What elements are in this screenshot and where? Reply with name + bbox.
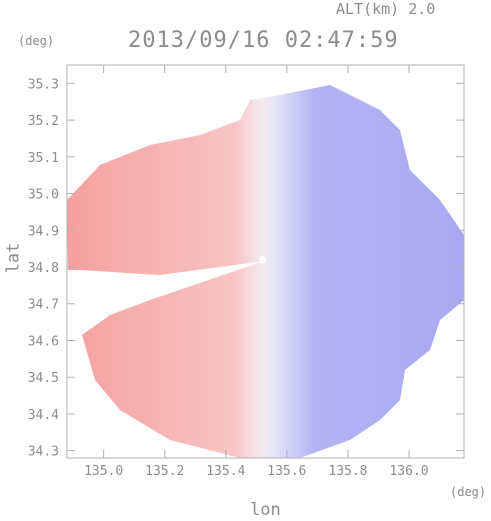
x-tick-label: 135.8 — [328, 464, 367, 479]
y-tick-label: 34.5 — [28, 371, 59, 386]
x-tick-label: 135.2 — [145, 464, 184, 479]
y-tick-label: 35.0 — [28, 188, 59, 203]
x-tick-label: 135.6 — [267, 464, 306, 479]
y-tick-label: 34.4 — [28, 408, 59, 423]
x-axis-unit: (deg) — [450, 485, 487, 499]
timestamp-title: 2013/09/16 02:47:59 — [128, 28, 399, 53]
y-tick-label: 35.2 — [28, 114, 59, 129]
plot-frame — [66, 64, 465, 459]
x-tick-label: 136.0 — [389, 464, 428, 479]
y-tick-label: 34.9 — [28, 224, 59, 239]
x-axis-label: lon — [250, 500, 281, 520]
y-tick-label: 34.3 — [28, 445, 59, 460]
radar-velocity-field — [67, 85, 464, 458]
y-tick-label: 35.3 — [28, 77, 59, 92]
radar-site-marker — [258, 256, 266, 264]
y-tick-label: 34.6 — [28, 334, 59, 349]
altitude-label: ALT(km) 2.0 — [336, 0, 436, 18]
y-ticks: 34.3 34.4 34.5 34.6 34.7 34.8 34.9 35.0 35.1 35.2… — [28, 77, 464, 460]
y-axis-unit: (deg) — [18, 34, 55, 48]
x-tick-label: 135.0 — [84, 464, 123, 479]
x-tick-label: 135.4 — [206, 464, 245, 479]
y-tick-label: 34.7 — [28, 298, 59, 313]
x-ticks: 135.0 135.2 135.4 135.6 135.8 136.0 — [84, 65, 429, 479]
y-tick-label: 34.8 — [28, 261, 59, 276]
y-tick-label: 35.1 — [28, 151, 59, 166]
